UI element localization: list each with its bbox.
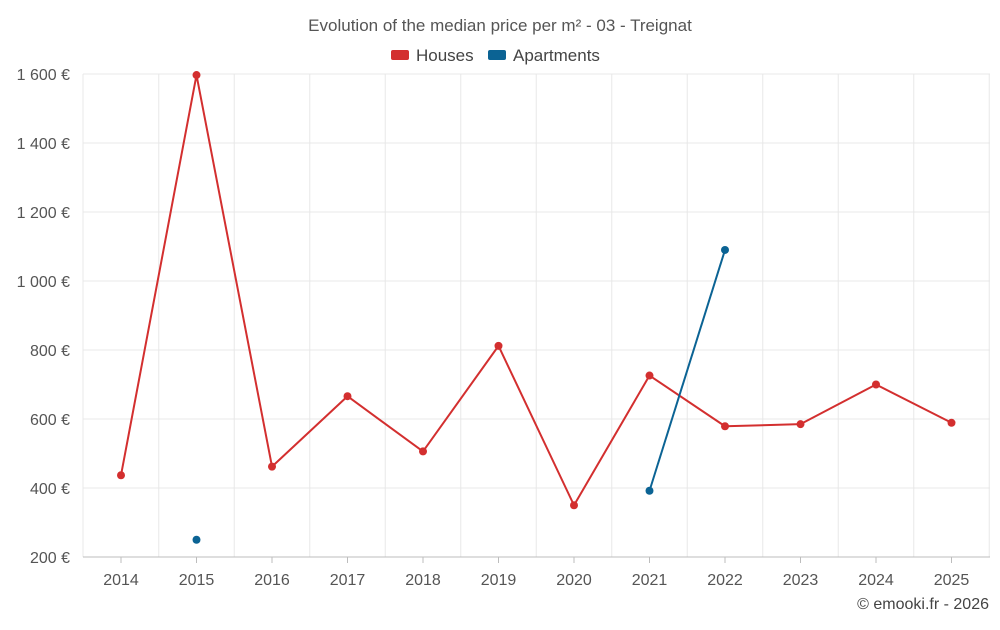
x-tick-label: 2024 (858, 572, 894, 589)
legend-swatch-houses (391, 50, 409, 60)
data-point-houses (645, 371, 654, 380)
x-tick-label: 2014 (103, 572, 139, 589)
data-point-houses (721, 422, 729, 431)
legend: Houses Apartments (391, 46, 600, 65)
data-point-houses (419, 447, 427, 456)
y-tick-label: 1 400 € (17, 136, 70, 153)
y-tick-label: 1 200 € (17, 205, 70, 222)
x-tick-label: 2019 (481, 572, 517, 589)
legend-label-houses: Houses (416, 46, 474, 65)
series-line-houses (120, 74, 952, 507)
data-point-houses (494, 341, 503, 350)
data-point-houses (343, 392, 352, 401)
y-tick-label: 1 600 € (17, 67, 70, 84)
data-point-houses (570, 501, 578, 510)
x-tick-label: 2021 (632, 572, 668, 589)
series-line-apartments (648, 249, 726, 492)
data-point-houses (947, 418, 956, 427)
legend-label-apartments: Apartments (513, 46, 600, 65)
x-tick-label: 2023 (783, 572, 819, 589)
y-tick-label: 400 € (30, 481, 70, 498)
axes: 200 € 400 € 600 € 800 € 1 000 € 1 200 € 1 400 … (17, 67, 990, 589)
y-tick-label: 1 000 € (17, 274, 70, 291)
data-point-houses (117, 471, 125, 480)
x-tick-label: 2017 (330, 572, 366, 589)
chart-title: Evolution of the median price per m² - 0… (308, 16, 692, 35)
series-apartments (192, 245, 729, 544)
legend-item-houses[interactable]: Houses (391, 46, 474, 65)
x-tick-label: 2020 (556, 572, 592, 589)
x-tick-label: 2016 (254, 572, 290, 589)
y-tick-label: 200 € (30, 550, 70, 567)
grid (82, 73, 990, 557)
series (117, 71, 956, 544)
credit-text: © emooki.fr - 2026 (857, 596, 989, 613)
data-point-apartments (192, 535, 201, 544)
x-tick-label: 2025 (934, 572, 970, 589)
data-point-apartments (645, 486, 654, 495)
y-tick-label: 800 € (30, 343, 70, 360)
x-tick-label: 2015 (179, 572, 215, 589)
legend-swatch-apartments (488, 50, 506, 60)
x-tick-label: 2022 (707, 572, 743, 589)
data-point-apartments (721, 245, 729, 254)
x-tick-label: 2018 (405, 572, 441, 589)
data-point-houses (192, 71, 201, 80)
data-point-houses (268, 462, 276, 471)
series-houses (117, 71, 956, 510)
y-tick-label: 600 € (30, 412, 70, 429)
data-point-houses (872, 380, 880, 389)
legend-item-apartments[interactable]: Apartments (488, 46, 600, 65)
data-point-houses (796, 420, 805, 429)
